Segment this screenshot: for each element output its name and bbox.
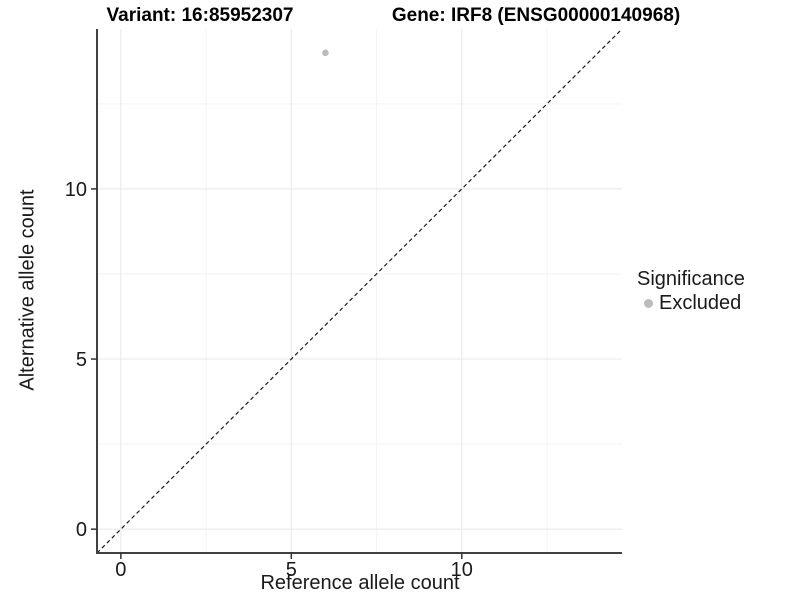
legend-title: Significance [637,268,745,290]
excluded-point-icon [644,298,653,308]
y-tick-label: 0 [76,519,87,541]
legend-item-label: Excluded [659,292,742,314]
y-tick-label: 5 [76,349,87,371]
plot-title-variant: Variant: 16:85952307 [106,5,294,26]
identity-dashed-line [96,28,623,554]
y-tick-label: 10 [65,179,87,201]
plot-title-gene: Gene: IRF8 (ENSG00000140968) [391,5,681,26]
x-tick-label: 5 [286,559,297,581]
legend: Significance Excluded [637,268,745,314]
data-point [322,49,329,57]
y-axis-title: Alternative allele count [16,189,39,391]
x-axis-title: Reference allele count [260,572,460,594]
legend-item-excluded: Excluded [637,292,745,314]
x-tick-label: 10 [451,559,473,581]
x-tick-label: 0 [115,559,126,581]
